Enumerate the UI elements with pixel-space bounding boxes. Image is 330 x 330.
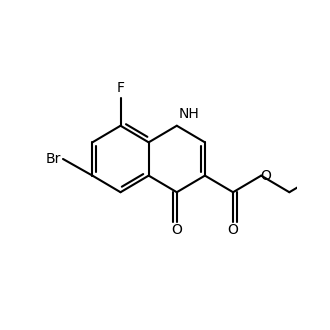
Text: O: O (228, 223, 239, 237)
Text: F: F (116, 81, 124, 95)
Text: NH: NH (179, 107, 200, 121)
Text: O: O (171, 223, 182, 237)
Text: O: O (260, 169, 271, 182)
Text: Br: Br (46, 152, 61, 166)
